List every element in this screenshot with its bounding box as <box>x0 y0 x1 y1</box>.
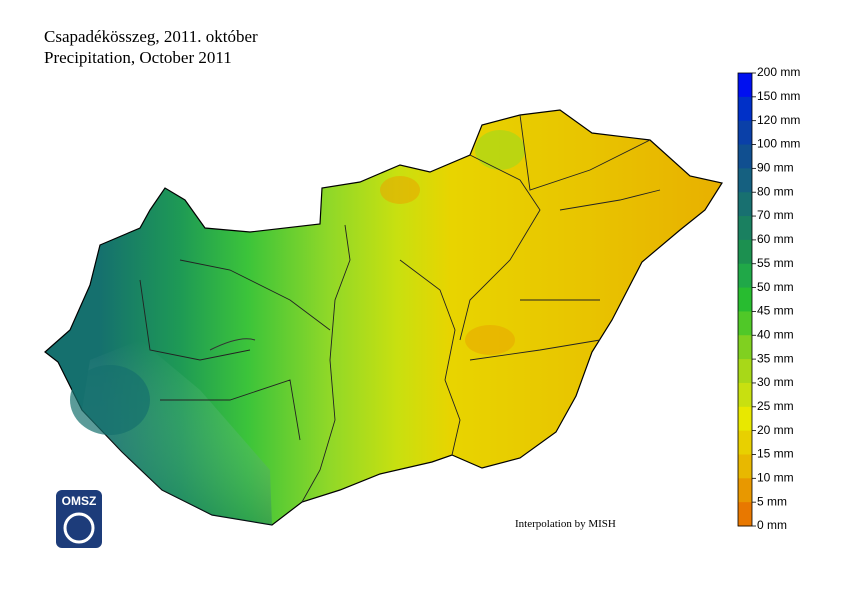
legend-label: 55 mm <box>757 256 794 270</box>
legend-swatch <box>738 382 752 408</box>
legend-swatch <box>738 359 752 384</box>
legend-swatch <box>738 144 752 169</box>
legend-label: 120 mm <box>757 113 800 127</box>
legend-swatch <box>738 263 752 289</box>
legend-swatch <box>738 478 752 503</box>
legend-swatch <box>738 311 752 336</box>
legend-label: 150 mm <box>757 89 800 103</box>
legend-label: 5 mm <box>757 494 787 508</box>
legend-swatch <box>738 430 752 455</box>
legend-label: 70 mm <box>757 208 794 222</box>
legend-label: 100 mm <box>757 137 800 151</box>
legend-swatch <box>738 120 752 146</box>
legend-swatch <box>738 168 752 193</box>
omsz-logo: OMSZ <box>56 490 102 548</box>
low-precip-area <box>380 176 420 204</box>
legend-swatch <box>738 96 752 122</box>
legend-swatch <box>738 192 752 217</box>
high-precip-area <box>70 365 150 435</box>
credit: Interpolation by MISH <box>515 518 616 530</box>
legend-swatch <box>738 335 752 360</box>
mid-precip-area <box>475 130 525 170</box>
legend-swatch <box>738 454 752 479</box>
legend-swatch <box>738 239 752 265</box>
legend-label: 20 mm <box>757 423 794 437</box>
logo-swirl <box>63 512 95 544</box>
legend-label: 50 mm <box>757 280 794 294</box>
lake-balaton <box>209 338 256 351</box>
legend-label: 200 mm <box>757 65 800 79</box>
legend-frame <box>737 72 753 527</box>
legend-label: 80 mm <box>757 184 794 198</box>
county-borders <box>139 114 661 503</box>
logo-text: OMSZ <box>62 494 97 508</box>
legend-label: 40 mm <box>757 327 794 341</box>
legend-label: 25 mm <box>757 399 794 413</box>
legend-label: 30 mm <box>757 375 794 389</box>
legend-label: 10 mm <box>757 470 794 484</box>
legend-swatch <box>738 73 752 98</box>
legend-label: 15 mm <box>757 447 794 461</box>
legend-swatch <box>738 287 752 312</box>
legend-label: 35 mm <box>757 351 794 365</box>
legend-swatch <box>738 406 752 432</box>
legend-swatch <box>738 502 752 527</box>
legend-label: 45 mm <box>757 304 794 318</box>
low-precip-area <box>465 325 515 355</box>
hungary-map <box>44 109 723 526</box>
map-title: Csapadékösszeg, 2011. október <box>44 27 258 46</box>
legend-label: 90 mm <box>757 161 794 175</box>
color-legend: 200 mm 150 mm 120 mm 100 mm 90 mm 80 mm 70 mm 6… <box>737 65 800 532</box>
legend-swatch <box>738 216 752 241</box>
legend-label: 60 mm <box>757 232 794 246</box>
map-subtitle: Precipitation, October 2011 <box>44 48 232 67</box>
legend-label: 0 mm <box>757 518 787 532</box>
